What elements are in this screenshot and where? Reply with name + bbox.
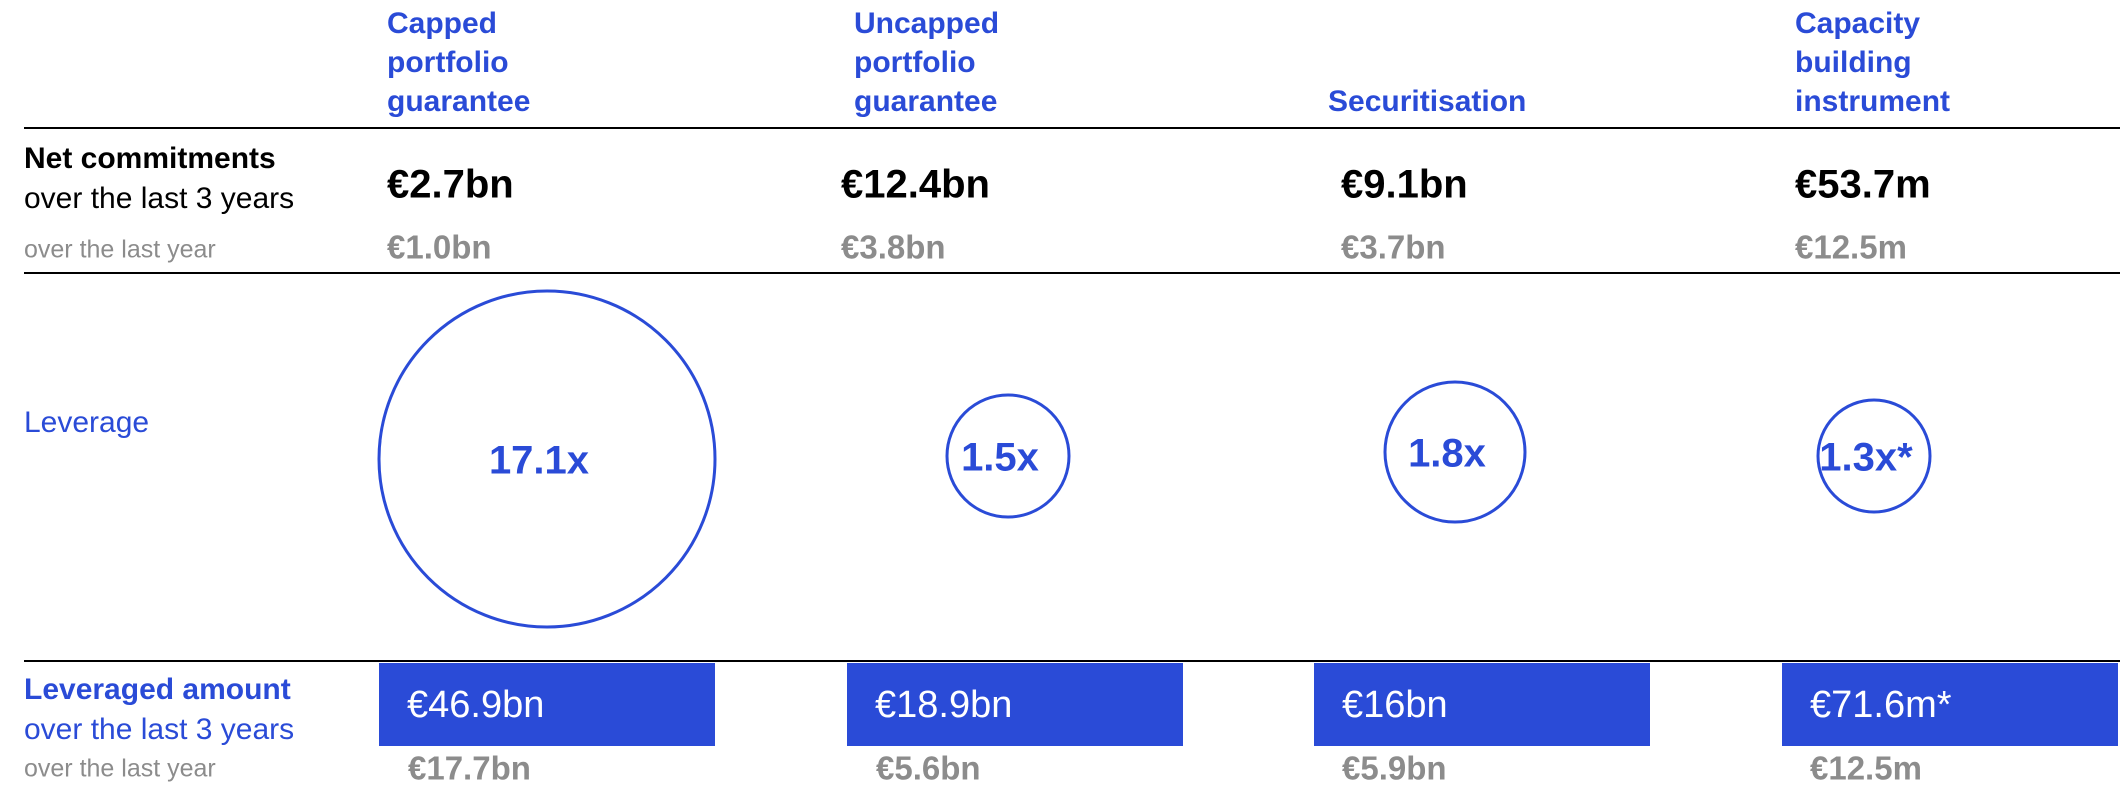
lev-3y: €46.9bn bbox=[407, 684, 544, 726]
column-header: Capped bbox=[387, 7, 497, 40]
net-3y: €2.7bn bbox=[387, 163, 514, 207]
leverage-value: 1.3x* bbox=[1819, 436, 1913, 480]
amount-box bbox=[379, 663, 715, 746]
lev-3y: €18.9bn bbox=[875, 684, 1012, 726]
amount-box bbox=[1314, 663, 1650, 746]
net-1y: €3.8bn bbox=[841, 229, 946, 266]
column-header: portfolio bbox=[387, 46, 509, 79]
amount-box bbox=[1782, 663, 2118, 746]
net-1y: €12.5m bbox=[1795, 229, 1907, 266]
row-sublabel: over the last year bbox=[24, 236, 216, 264]
leverage-circle bbox=[1816, 398, 1932, 514]
leverage-value: 1.5x bbox=[961, 436, 1039, 480]
row-sublabel: over the last year bbox=[24, 755, 216, 783]
column-header: instrument bbox=[1795, 85, 1950, 118]
leverage-circle bbox=[1383, 380, 1527, 524]
lev-3y: €71.6m* bbox=[1810, 684, 1952, 726]
row-label: Net commitments bbox=[24, 142, 276, 175]
row-sublabel: over the last 3 years bbox=[24, 182, 294, 215]
column-header: portfolio bbox=[854, 46, 976, 79]
net-1y: €1.0bn bbox=[387, 229, 492, 266]
column-header: guarantee bbox=[854, 85, 997, 118]
leverage-value: 1.8x bbox=[1408, 432, 1486, 476]
row-sublabel: over the last 3 years bbox=[24, 713, 294, 746]
column-header: Uncapped bbox=[854, 7, 999, 40]
column-header: guarantee bbox=[387, 85, 530, 118]
net-3y: €9.1bn bbox=[1341, 163, 1468, 207]
lev-1y: €5.6bn bbox=[876, 750, 981, 787]
leverage-circle bbox=[945, 393, 1071, 519]
amount-box bbox=[847, 663, 1183, 746]
column-header: Capacity bbox=[1795, 7, 1920, 40]
net-3y: €12.4bn bbox=[841, 163, 990, 207]
leverage-circle bbox=[377, 289, 717, 629]
lev-1y: €17.7bn bbox=[408, 750, 531, 787]
row-label: Leverage bbox=[24, 406, 149, 439]
lev-1y: €5.9bn bbox=[1342, 750, 1447, 787]
row-label: Leveraged amount bbox=[24, 673, 291, 706]
leverage-value: 17.1x bbox=[489, 439, 589, 483]
net-1y: €3.7bn bbox=[1341, 229, 1446, 266]
net-3y: €53.7m bbox=[1795, 163, 1931, 207]
column-header: Securitisation bbox=[1328, 85, 1526, 118]
lev-1y: €12.5m bbox=[1810, 750, 1922, 787]
lev-3y: €16bn bbox=[1342, 684, 1448, 726]
column-header: building bbox=[1795, 46, 1912, 79]
